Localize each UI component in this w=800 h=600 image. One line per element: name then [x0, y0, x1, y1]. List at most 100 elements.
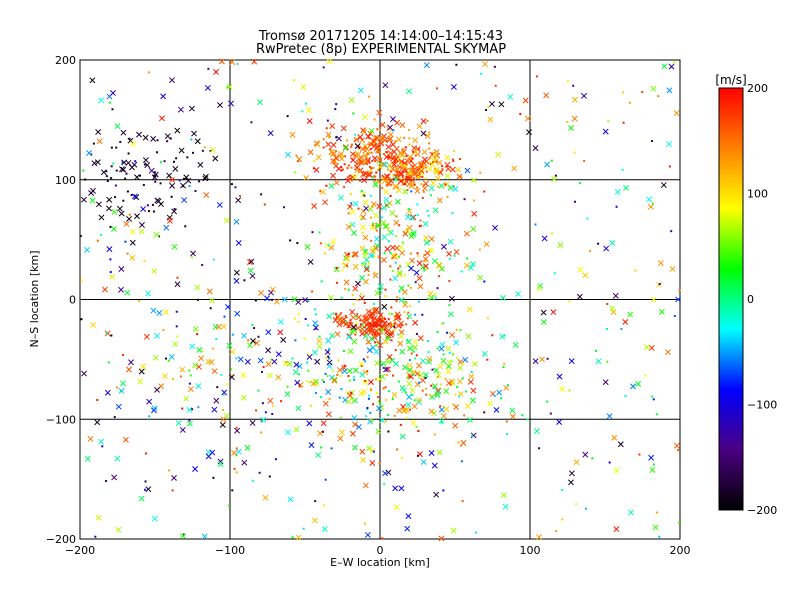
data-point-x-marker [355, 423, 362, 430]
data-point-x-marker [410, 231, 417, 238]
data-point-dot [670, 230, 673, 233]
data-point-x-marker [370, 137, 377, 144]
data-point-x-marker [567, 479, 574, 486]
data-point-x-marker [152, 354, 159, 361]
data-point-x-marker [362, 482, 369, 489]
data-point-dot [172, 160, 175, 163]
data-point-dot [406, 228, 409, 231]
data-point-dot [416, 213, 419, 216]
data-point-dot [230, 183, 233, 186]
data-point-x-marker [213, 69, 219, 75]
data-point-dot [382, 320, 385, 323]
data-point-dot [393, 414, 396, 417]
data-point-dot [346, 264, 349, 267]
data-point-x-marker [450, 527, 457, 534]
data-point-x-marker [532, 358, 539, 365]
data-point-x-marker [84, 455, 91, 462]
data-point-dot [428, 157, 431, 160]
data-point-x-marker [122, 436, 129, 443]
data-point-dot [365, 155, 368, 158]
data-point-x-marker [124, 289, 131, 296]
data-point-dot [176, 276, 179, 279]
data-point-x-marker [673, 442, 680, 449]
data-point-x-marker [354, 167, 361, 173]
data-point-dot [395, 177, 398, 180]
data-point-dot [324, 356, 327, 359]
data-point-x-marker [352, 285, 359, 292]
data-point-dot [389, 278, 392, 281]
data-point-x-marker [481, 350, 488, 357]
data-point-x-marker [275, 351, 282, 358]
data-point-x-marker [338, 155, 345, 162]
data-point-x-marker [383, 154, 390, 160]
data-point-dot [573, 200, 576, 203]
data-point-dot [327, 243, 330, 246]
colorbar-gradient [718, 87, 744, 511]
data-point-dot [394, 349, 397, 352]
data-point-dot [441, 168, 444, 171]
data-point-dot [578, 182, 581, 185]
data-point-x-marker [399, 249, 406, 256]
data-point-dot [346, 167, 349, 170]
data-point-dot [412, 150, 415, 153]
data-point-x-marker [95, 514, 102, 521]
data-point-x-marker [431, 151, 438, 158]
data-point-x-marker [453, 404, 460, 411]
data-point-dot [364, 360, 367, 363]
data-point-x-marker [436, 261, 443, 268]
data-point-dot [109, 258, 112, 261]
data-point-x-marker [257, 357, 264, 364]
data-point-x-marker [330, 151, 337, 158]
data-point-x-marker [410, 420, 417, 426]
data-point-x-marker [456, 378, 463, 385]
data-point-dot [191, 408, 194, 411]
data-point-x-marker [178, 147, 185, 154]
data-point-x-marker [354, 143, 361, 150]
data-point-dot [425, 393, 428, 396]
data-point-x-marker [358, 159, 365, 166]
data-point-x-marker [399, 433, 406, 440]
data-point-dot [434, 393, 437, 396]
data-point-dot [442, 353, 445, 356]
data-point-x-marker [440, 357, 447, 364]
data-point-dot [412, 350, 415, 353]
data-point-x-marker [335, 135, 342, 142]
data-point-dot [364, 262, 367, 265]
data-point-x-marker [399, 151, 406, 158]
data-point-dot [159, 161, 162, 164]
data-point-dot [418, 381, 421, 384]
data-point-x-marker [559, 386, 566, 393]
data-point-dot [409, 167, 412, 170]
data-point-dot [620, 327, 623, 330]
data-point-dot [410, 156, 413, 159]
data-point-dot [554, 174, 557, 177]
data-point-dot [397, 380, 400, 383]
data-point-x-marker [240, 372, 247, 378]
data-point-dot [171, 489, 174, 492]
data-point-x-marker [305, 107, 312, 114]
data-point-dot [326, 119, 329, 122]
data-point-dot [109, 101, 112, 104]
data-point-dot [178, 179, 181, 182]
data-point-dot [371, 255, 374, 258]
data-point-dot [262, 366, 265, 369]
data-point-dot [606, 327, 609, 330]
data-point-dot [348, 205, 351, 208]
data-point-dot [350, 145, 353, 148]
data-point-x-marker [392, 485, 399, 492]
data-point-x-marker [397, 340, 404, 347]
data-point-x-marker [328, 244, 335, 251]
data-point-dot [371, 176, 374, 179]
data-point-dot [390, 183, 393, 186]
data-point-x-marker [540, 319, 547, 325]
data-point-dot [143, 163, 146, 166]
data-point-dot [421, 175, 424, 178]
data-point-x-marker [379, 326, 386, 333]
data-point-dot [427, 339, 430, 342]
data-point-x-marker [133, 194, 140, 201]
data-point-dot [377, 396, 380, 399]
data-point-dot [122, 199, 125, 202]
data-point-x-marker [171, 208, 178, 215]
data-point-x-marker [328, 183, 335, 189]
